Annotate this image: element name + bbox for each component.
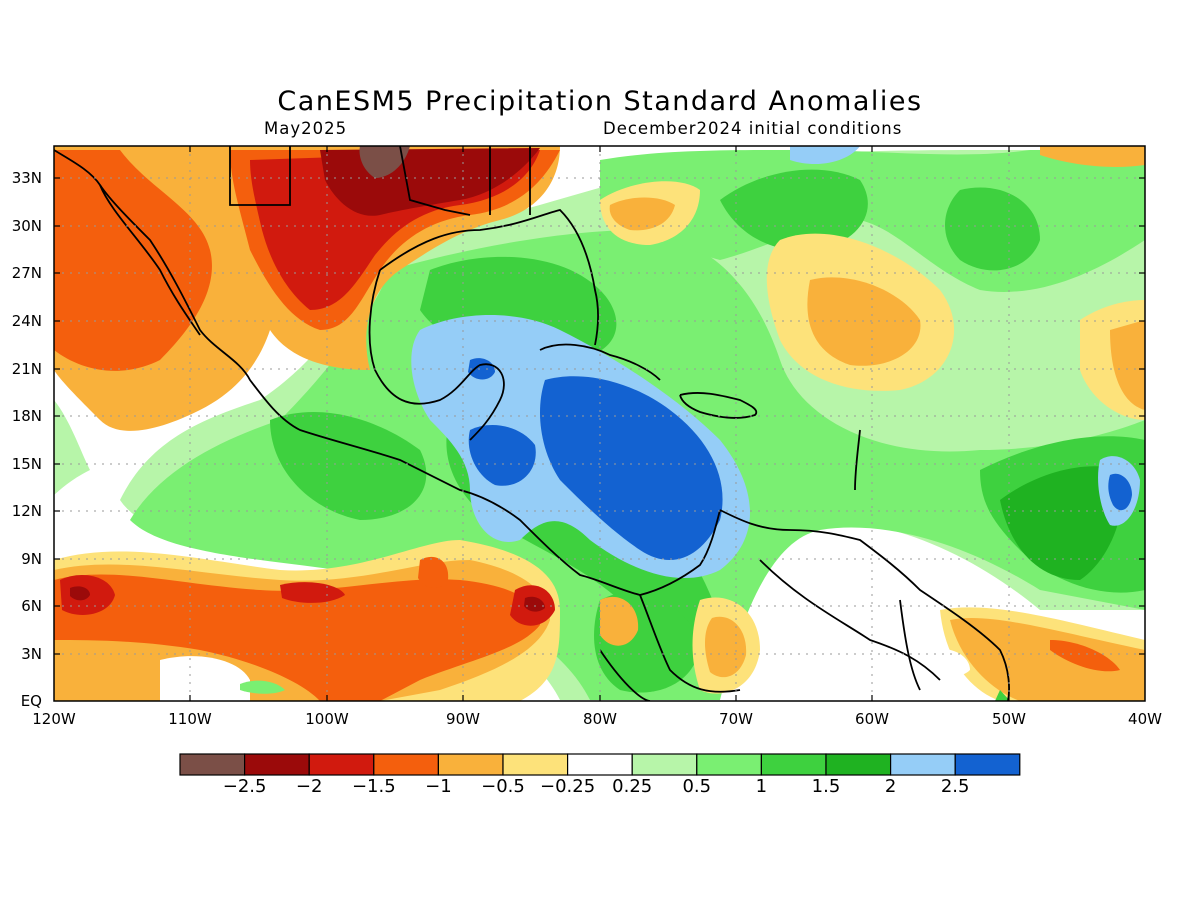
lat-tick-label: 21N <box>11 360 42 378</box>
colorbar-label: 1.5 <box>811 776 841 797</box>
colorbar-swatch <box>244 753 310 776</box>
colorbar-label: 0.25 <box>612 776 653 797</box>
colorbar-swatch <box>308 753 375 776</box>
axis-ticks <box>54 146 1145 701</box>
lon-tick-label: 100W <box>305 710 349 728</box>
lat-tick-label: 33N <box>11 169 42 187</box>
lon-tick-label: 120W <box>32 710 76 728</box>
forecast-month: May2025 <box>264 119 348 138</box>
colorbar-swatch <box>825 753 892 776</box>
colorbar-swatch <box>373 753 439 776</box>
colorbar-swatch <box>437 753 504 776</box>
lon-tick-label: 90W <box>446 710 480 728</box>
colorbar-swatch <box>696 753 762 776</box>
colorbar-swatch <box>179 753 246 776</box>
lon-tick-label: 70W <box>719 710 753 728</box>
lon-tick-label: 60W <box>855 710 889 728</box>
colorbar-swatch <box>889 753 956 776</box>
map-title: CanESM5 Precipitation Standard Anomalies <box>277 86 923 117</box>
lat-tick-label: 24N <box>11 312 42 330</box>
anomaly-field <box>54 146 1145 701</box>
lon-tick-label: 50W <box>992 710 1026 728</box>
lon-tick-label: 40W <box>1128 710 1162 728</box>
colorbar-label: 2.5 <box>940 776 970 797</box>
lat-tick-label: EQ <box>20 692 42 710</box>
initial-conditions-label: December2024 initial conditions <box>603 119 903 138</box>
colorbar-label: −0.5 <box>481 776 525 797</box>
lon-tick-label: 80W <box>583 710 617 728</box>
lat-tick-label: 12N <box>11 502 42 520</box>
colorbar <box>179 753 1021 776</box>
lat-tick-label: 18N <box>11 407 42 425</box>
lat-tick-label: 27N <box>11 264 42 282</box>
lat-tick-label: 3N <box>21 645 42 663</box>
colorbar-swatch <box>566 753 633 776</box>
colorbar-swatch <box>631 753 698 776</box>
colorbar-label: −2.5 <box>222 776 267 797</box>
lon-tick-label: 110W <box>168 710 212 728</box>
lat-tick-label: 30N <box>11 217 42 235</box>
lat-tick-label: 6N <box>21 597 42 615</box>
colorbar-label: −0.25 <box>540 776 596 797</box>
colorbar-label: 1 <box>755 776 768 797</box>
graticule <box>54 146 1145 701</box>
colorbar-label: −2 <box>295 776 323 797</box>
lat-tick-label: 15N <box>11 455 42 473</box>
colorbar-label: −1.5 <box>351 776 396 797</box>
colorbar-label: −1 <box>425 776 452 797</box>
colorbar-swatch <box>502 753 569 776</box>
colorbar-swatch <box>954 753 1021 776</box>
coastline-outline <box>54 146 1010 701</box>
colorbar-swatch <box>760 753 827 776</box>
colorbar-label: 2 <box>884 776 897 797</box>
lat-tick-label: 9N <box>21 550 42 568</box>
colorbar-label: 0.5 <box>682 776 712 797</box>
